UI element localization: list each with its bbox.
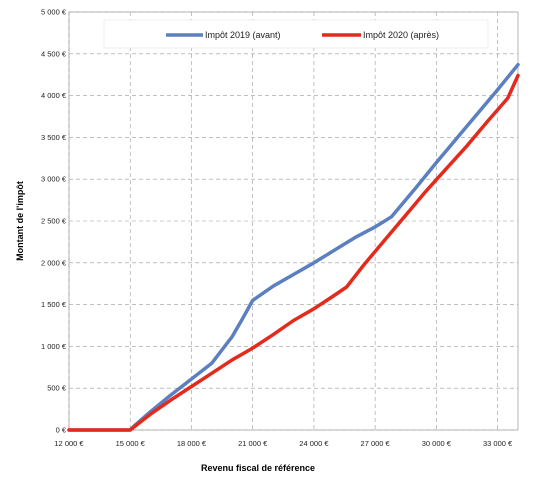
- series-lines: [67, 62, 520, 432]
- legend-label-impot-2019: Impôt 2019 (avant): [205, 30, 281, 40]
- legend-label-impot-2020: Impôt 2020 (après): [363, 30, 439, 40]
- x-tick-label: 12 000 €: [54, 439, 84, 448]
- y-tick-label: 2 000 €: [41, 258, 67, 267]
- gridlines: [68, 11, 518, 431]
- x-tick-label: 30 000 €: [422, 439, 452, 448]
- y-tick-label: 1 500 €: [41, 300, 67, 309]
- legend: Impôt 2019 (avant) Impôt 2020 (après): [103, 19, 489, 49]
- y-tick-label: 4 000 €: [41, 91, 67, 100]
- y-tick-label: 500 €: [47, 384, 67, 393]
- x-tick-label: 33 000 €: [483, 439, 513, 448]
- series-line-impot-2019: [67, 62, 520, 432]
- y-tick-label: 4 500 €: [41, 49, 67, 58]
- y-tick-label: 3 000 €: [41, 175, 67, 184]
- x-tick-label: 18 000 €: [177, 439, 207, 448]
- series-line-impot-2020: [67, 73, 520, 432]
- x-tick-label: 24 000 €: [299, 439, 329, 448]
- legend-box: [103, 19, 489, 49]
- x-axis-ticks: 12 000 € 15 000 € 18 000 € 21 000 € 24 000 €…: [54, 439, 513, 448]
- y-tick-label: 5 000 €: [41, 8, 67, 17]
- y-tick-label: 1 000 €: [41, 342, 67, 351]
- y-axis-ticks: 0 € 500 € 1 000 € 1 500 € 2 000 € 2 500 € 3 00…: [41, 8, 67, 435]
- x-tick-label: 15 000 €: [116, 439, 146, 448]
- x-tick-label: 21 000 €: [238, 439, 268, 448]
- y-tick-label: 3 500 €: [41, 133, 67, 142]
- y-tick-label: 0 €: [56, 426, 67, 435]
- x-tick-label: 27 000 €: [361, 439, 391, 448]
- y-axis-title: Montant de l'impôt: [15, 181, 25, 261]
- x-axis-title: Revenu fiscal de référence: [201, 463, 315, 473]
- y-tick-label: 2 500 €: [41, 217, 67, 226]
